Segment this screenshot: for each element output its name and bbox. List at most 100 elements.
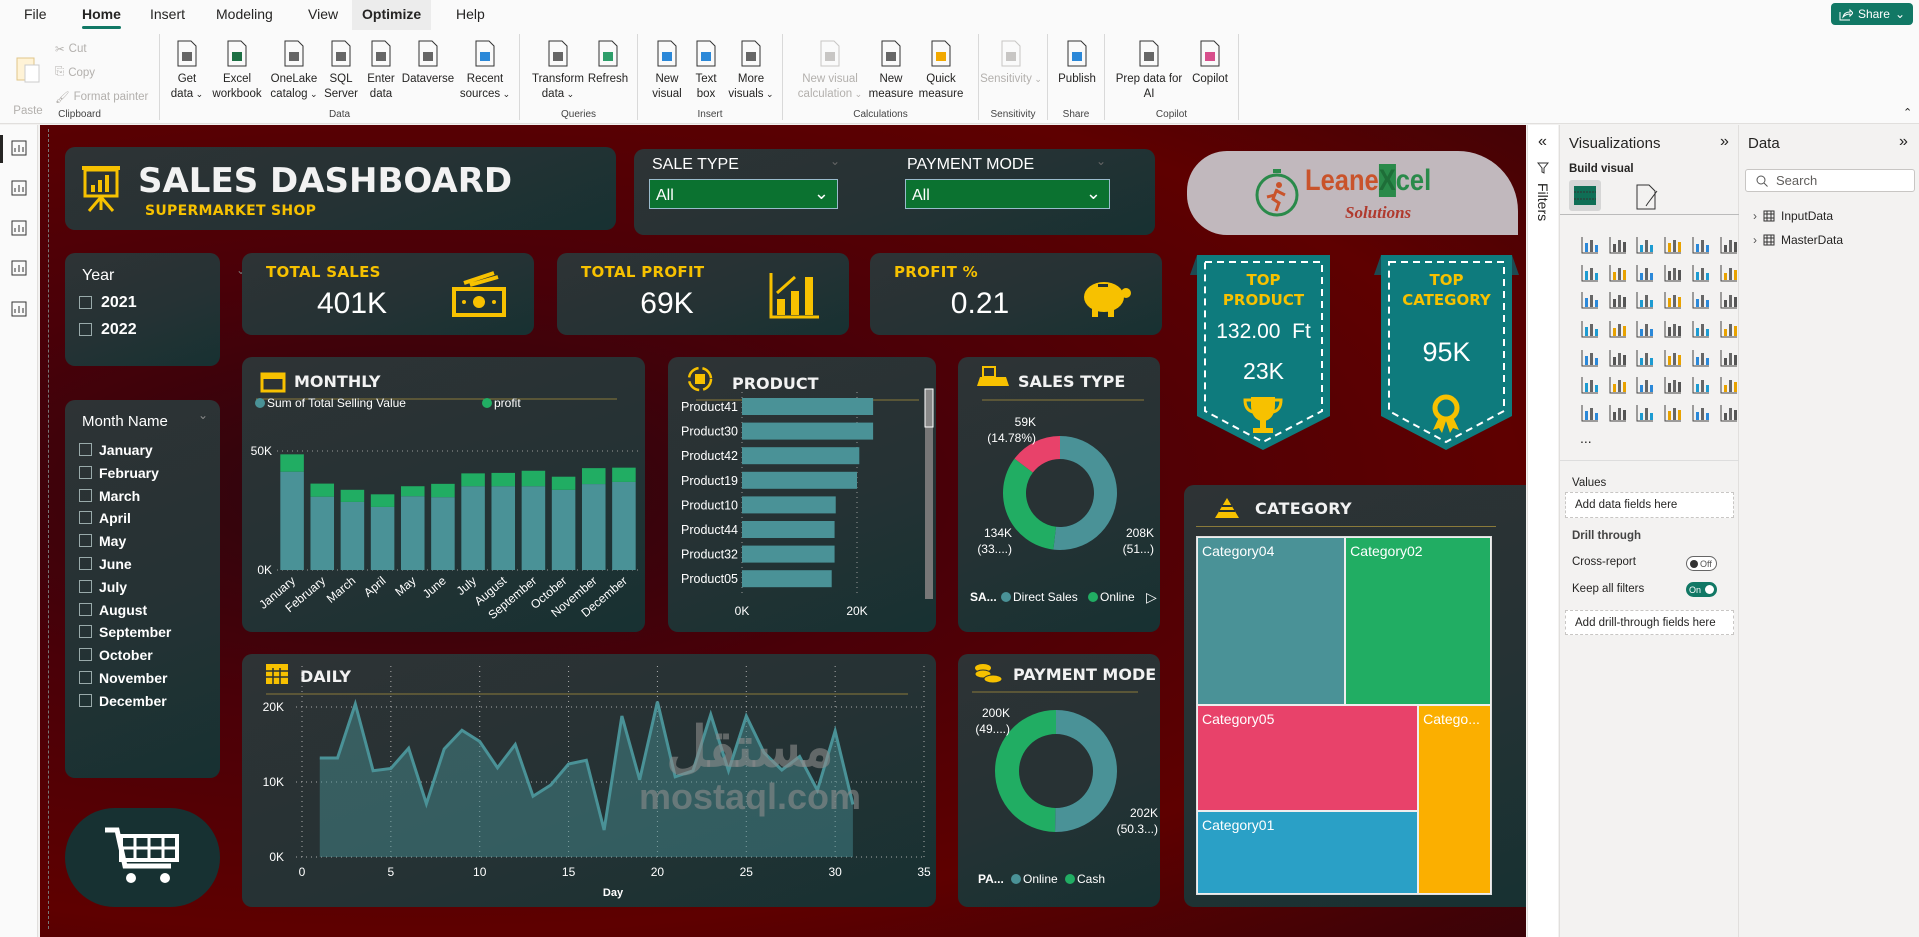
product-bar[interactable] [742, 422, 874, 440]
dataverse-button[interactable]: Dataverse [388, 38, 468, 87]
data-table-item[interactable]: › InputData [1753, 209, 1833, 223]
add-drill-through-well[interactable]: Add drill-through fields here [1565, 610, 1734, 635]
checkbox[interactable] [79, 557, 92, 570]
month-option[interactable]: December [79, 691, 209, 711]
tab-help[interactable]: Help [456, 6, 485, 22]
product-bar[interactable] [742, 398, 874, 415]
cross-report-toggle[interactable]: Off [1686, 556, 1717, 571]
daily-sales-line[interactable] [319, 698, 855, 831]
product-bar[interactable] [742, 545, 835, 563]
bar-profit[interactable] [370, 494, 395, 507]
bar-selling-value[interactable] [581, 484, 606, 570]
more-visuals-ellipsis[interactable]: ... [1580, 430, 1592, 446]
new-visual-button[interactable]: New visual [627, 38, 707, 102]
checkbox[interactable] [79, 648, 92, 662]
collapse-visualizations-icon[interactable]: » [1720, 133, 1729, 150]
checkbox[interactable] [79, 323, 92, 336]
expand-filters-icon[interactable]: « [1538, 133, 1547, 150]
tab-file[interactable]: File [24, 6, 47, 22]
donut-slice[interactable] [1053, 436, 1117, 550]
100-stacked-bar-chart-icon[interactable] [1691, 235, 1713, 257]
metrics-icon[interactable] [1719, 375, 1741, 397]
bar-profit[interactable] [612, 467, 636, 482]
donut-slice[interactable] [1014, 436, 1060, 473]
collapse-ribbon-icon[interactable]: ⌃ [1903, 107, 1913, 119]
bar-profit[interactable] [521, 470, 546, 487]
month-option[interactable]: August [79, 600, 209, 620]
qa-icon[interactable] [1663, 375, 1685, 397]
dax-query-icon[interactable] [10, 259, 30, 279]
waterfall-chart-icon[interactable] [1608, 290, 1630, 312]
matrix-icon[interactable] [1691, 348, 1713, 370]
bar-selling-value[interactable] [340, 501, 365, 570]
bar-selling-value[interactable] [400, 496, 425, 570]
tmdl-view-icon[interactable] [10, 300, 30, 320]
bar-selling-value[interactable] [310, 496, 335, 570]
month-option[interactable]: July [79, 577, 209, 597]
enter-data-button[interactable]: Enter data [341, 38, 421, 102]
bar-selling-value[interactable] [521, 486, 546, 570]
checkbox[interactable] [79, 534, 92, 548]
bar-selling-value[interactable] [612, 481, 636, 570]
checkbox[interactable] [79, 488, 92, 502]
model-view-icon[interactable] [10, 219, 30, 239]
checkbox[interactable] [79, 511, 92, 525]
clustered-bar-chart-icon[interactable] [1635, 235, 1657, 257]
more-visuals-button[interactable]: More visuals ⌄ [711, 38, 791, 102]
scrollbar-thumb[interactable] [924, 388, 934, 428]
bar-profit[interactable] [461, 473, 485, 487]
month-option[interactable]: May [79, 531, 209, 551]
month-option[interactable]: November [79, 668, 209, 688]
product-bar[interactable] [742, 471, 857, 489]
tab-view[interactable]: View [308, 6, 339, 22]
area-chart-icon[interactable] [1608, 263, 1630, 285]
month-option[interactable]: April [79, 508, 209, 528]
text-box-button[interactable]: Text box [666, 38, 746, 102]
filled-map-icon[interactable] [1635, 319, 1657, 341]
month-option[interactable]: September [79, 622, 209, 642]
publish-button[interactable]: Publish [1037, 38, 1117, 87]
multi-row-card-icon[interactable] [1580, 348, 1602, 370]
checkbox[interactable] [79, 465, 92, 479]
100-stacked-area-chart-icon[interactable] [1663, 263, 1685, 285]
scrollbar-track[interactable] [925, 389, 933, 599]
treemap-cell[interactable]: Category05 [1197, 705, 1419, 812]
build-visual-tab[interactable] [1569, 180, 1601, 211]
checkbox[interactable] [79, 296, 92, 309]
excel-button[interactable]: Excel workbook [197, 38, 277, 102]
r-visual-icon[interactable] [1719, 348, 1741, 370]
copy-button[interactable]: ⎘ Copy [55, 66, 95, 79]
donut-slice[interactable] [1055, 710, 1118, 832]
treemap-icon[interactable] [1580, 319, 1602, 341]
product-bar[interactable] [742, 447, 860, 465]
narrative-icon[interactable] [1691, 375, 1713, 397]
chevron-right-icon[interactable]: › [1753, 209, 1757, 223]
database-button[interactable]: Get data ⌄ [147, 38, 227, 102]
donut-slice[interactable] [995, 710, 1056, 832]
sale-type-dropdown[interactable]: All ⌄ [649, 179, 838, 209]
azure-map-icon[interactable] [1663, 319, 1685, 341]
treemap-cell[interactable]: Catego... [1418, 705, 1491, 894]
bar-selling-value[interactable] [280, 471, 304, 570]
bar-profit[interactable] [551, 476, 576, 490]
bar-selling-value[interactable] [370, 506, 395, 570]
checkbox[interactable] [79, 693, 92, 707]
format-visual-icon[interactable] [1635, 183, 1661, 211]
month-option[interactable]: January [79, 440, 209, 460]
transform-data-button[interactable]: Transform data ⌄ [518, 38, 598, 102]
funnel-icon[interactable] [1635, 290, 1657, 312]
calculator-button[interactable]: New measure [851, 38, 931, 102]
prep-data-button[interactable]: Prep data for AI [1109, 38, 1189, 102]
treemap-cell[interactable]: Category01 [1197, 811, 1419, 894]
donut-slice[interactable] [1003, 458, 1057, 550]
data-table-item[interactable]: › MasterData [1753, 233, 1843, 247]
copilot-button[interactable]: Copilot [1170, 38, 1250, 87]
bar-profit[interactable] [581, 468, 606, 485]
clustered-column-chart-icon[interactable] [1663, 235, 1685, 257]
visual-calculation-button[interactable]: New visual calculation ⌄ [790, 38, 870, 102]
month-option[interactable]: February [79, 463, 209, 483]
bar-profit[interactable] [400, 486, 425, 497]
new-slicer-icon[interactable] [1635, 403, 1657, 425]
filters-pane-collapsed[interactable]: « Filters [1527, 125, 1558, 937]
line-clustered-column-icon[interactable] [1719, 263, 1741, 285]
